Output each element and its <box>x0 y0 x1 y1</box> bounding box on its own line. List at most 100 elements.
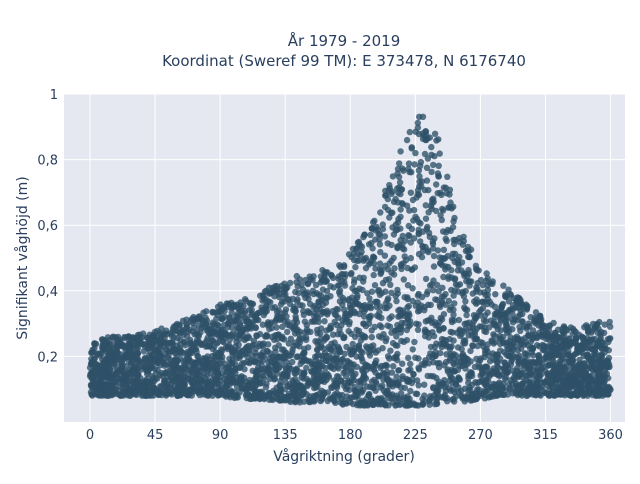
data-point <box>202 321 210 328</box>
data-point <box>336 262 343 269</box>
data-point <box>345 296 353 303</box>
data-point <box>269 396 276 404</box>
data-point <box>300 398 308 405</box>
data-point <box>572 350 579 358</box>
data-point <box>219 315 226 322</box>
data-point <box>428 151 435 158</box>
data-point <box>385 378 393 385</box>
data-point <box>501 375 509 383</box>
data-point <box>397 148 404 155</box>
data-point <box>378 362 385 370</box>
y-tick-label: 0,4 <box>37 285 58 300</box>
data-point <box>460 237 467 245</box>
data-point <box>287 279 294 287</box>
data-point <box>415 321 422 328</box>
data-point <box>349 400 357 408</box>
data-point <box>366 295 373 302</box>
data-point <box>256 340 263 347</box>
data-point <box>308 318 315 325</box>
data-point <box>338 395 345 403</box>
data-point <box>607 323 614 330</box>
data-point <box>450 236 457 244</box>
data-point <box>184 391 191 398</box>
data-point <box>106 337 113 344</box>
data-point <box>158 331 165 339</box>
data-point <box>321 269 328 276</box>
data-point <box>499 385 506 392</box>
data-point <box>277 397 284 404</box>
data-point <box>438 216 445 224</box>
data-point <box>323 278 330 285</box>
data-point <box>537 371 545 379</box>
data-point <box>422 243 429 251</box>
data-point <box>388 257 395 264</box>
data-point <box>161 388 169 395</box>
data-point <box>285 390 293 398</box>
data-point <box>131 377 139 384</box>
data-point <box>500 339 507 347</box>
data-point <box>518 392 526 399</box>
data-point <box>214 339 222 346</box>
data-point <box>490 331 497 338</box>
data-point <box>282 365 290 373</box>
data-point <box>407 239 414 246</box>
data-point <box>154 340 161 348</box>
data-point <box>500 282 507 289</box>
data-point <box>393 297 400 305</box>
data-point <box>451 258 458 266</box>
data-point <box>408 225 416 233</box>
data-point <box>433 137 440 144</box>
data-point <box>179 327 187 334</box>
data-point <box>584 351 591 358</box>
data-point <box>353 287 361 295</box>
data-point <box>574 392 581 399</box>
data-point <box>544 330 551 337</box>
data-point <box>385 276 393 283</box>
data-point <box>310 273 317 280</box>
data-point <box>428 314 435 321</box>
x-axis-label: Vågriktning (grader) <box>273 448 415 465</box>
data-point <box>442 229 450 236</box>
data-point <box>249 384 256 391</box>
data-point <box>114 343 121 350</box>
data-point <box>113 335 120 342</box>
data-point <box>537 379 545 386</box>
data-point <box>515 335 522 342</box>
data-point <box>281 336 288 343</box>
data-point <box>418 302 425 309</box>
data-point <box>193 331 200 338</box>
data-point <box>277 301 285 308</box>
data-point <box>605 347 612 354</box>
data-point <box>317 343 324 351</box>
data-point <box>482 318 490 325</box>
data-point <box>404 282 412 289</box>
data-point <box>565 351 572 358</box>
data-point <box>417 158 425 166</box>
data-point <box>394 219 402 226</box>
data-point <box>483 270 490 277</box>
data-point <box>381 252 389 259</box>
data-point <box>378 334 385 341</box>
data-point <box>285 340 292 347</box>
data-point <box>596 318 603 326</box>
data-point <box>539 364 546 371</box>
data-point <box>384 353 392 360</box>
data-point <box>166 384 173 392</box>
data-point <box>414 292 422 299</box>
data-point <box>304 328 311 336</box>
data-point <box>436 150 443 157</box>
data-point <box>259 391 266 399</box>
data-point <box>440 246 448 253</box>
x-tick-label: 45 <box>147 428 164 443</box>
data-point <box>382 337 389 345</box>
data-point <box>437 212 444 219</box>
data-point <box>192 359 200 366</box>
data-point <box>372 387 379 394</box>
data-point <box>411 161 418 168</box>
data-point <box>343 400 350 407</box>
data-point <box>320 308 327 316</box>
data-point <box>353 353 360 360</box>
data-point <box>497 310 504 317</box>
data-point <box>433 181 440 188</box>
data-point <box>343 343 350 351</box>
